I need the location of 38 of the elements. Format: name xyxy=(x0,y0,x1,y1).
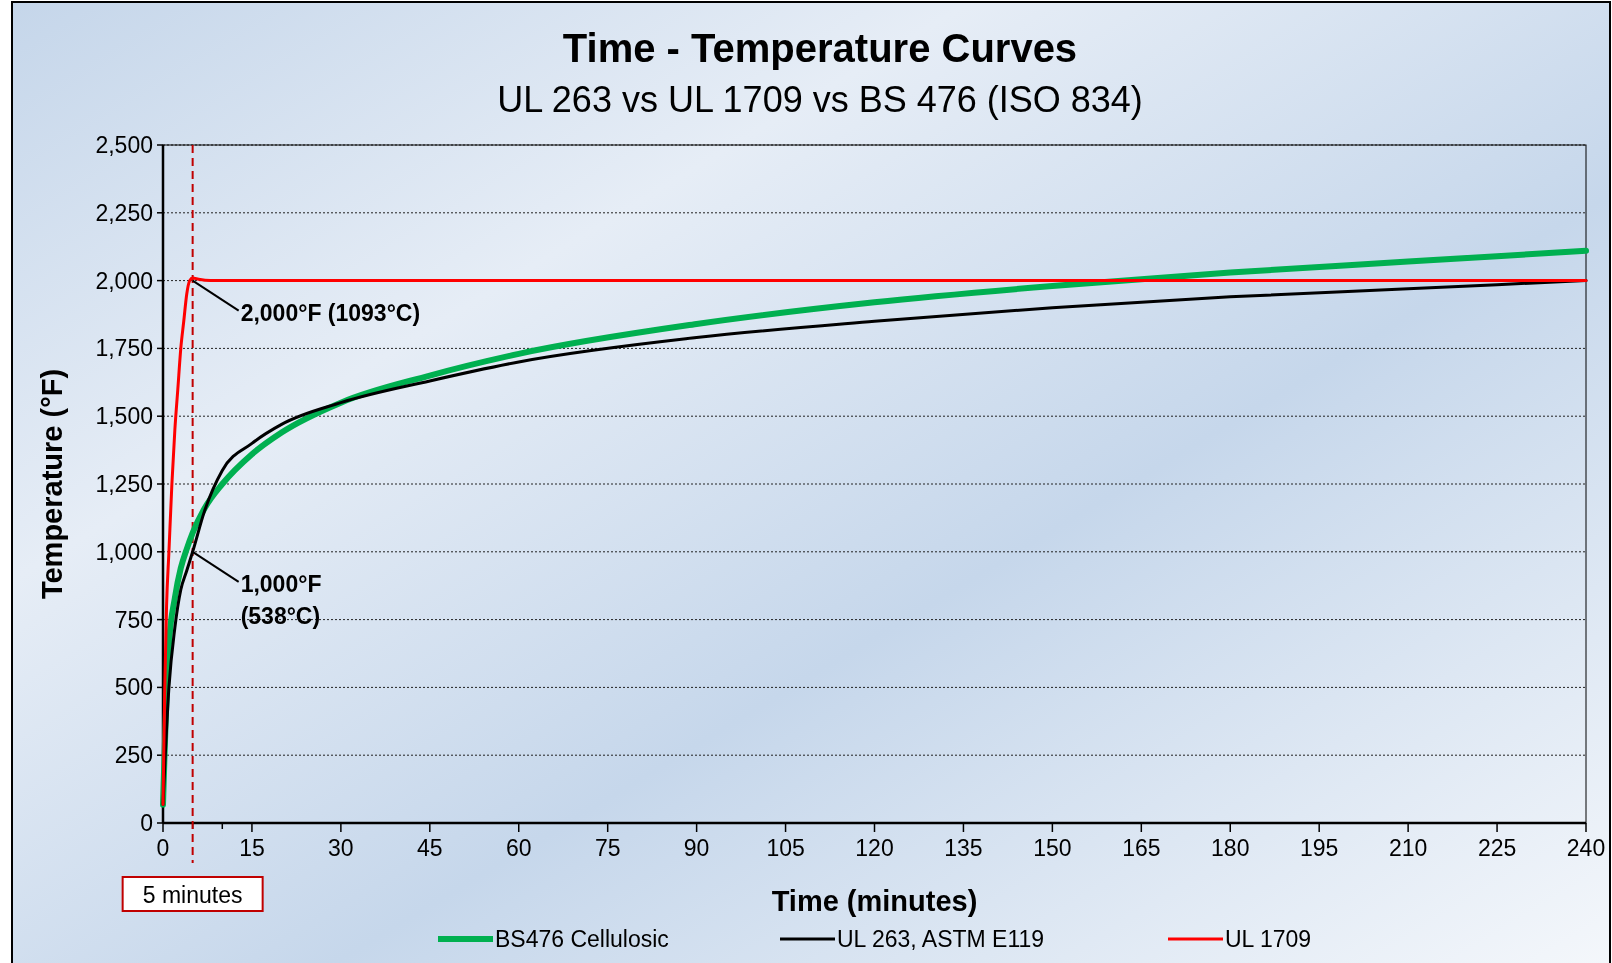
y-tick-label: 2,250 xyxy=(95,199,153,226)
x-tick-label: 180 xyxy=(1211,835,1250,861)
x-tick-label: 225 xyxy=(1477,835,1517,861)
y-tick-label: 1,500 xyxy=(95,403,153,430)
y-axis-title: Temperature (°F) xyxy=(36,368,68,600)
legend-label: BS476 Cellulosic xyxy=(495,926,669,952)
x-tick-label: 105 xyxy=(766,835,805,861)
y-tick-label: 1,000 xyxy=(95,538,153,565)
y-tick-label: 500 xyxy=(114,674,153,701)
ref-line-label: 5 minutes xyxy=(142,882,243,908)
x-tick-label: 75 xyxy=(594,835,621,861)
chart-subtitle: UL 263 vs UL 1709 vs BS 476 (ISO 834) xyxy=(497,79,1143,120)
x-tick-label: 60 xyxy=(505,835,532,861)
y-tick-label: 250 xyxy=(114,742,153,769)
y-tick-label: 2,000 xyxy=(95,267,153,294)
x-tick-label: 210 xyxy=(1388,835,1428,861)
x-tick-label: 165 xyxy=(1122,835,1161,861)
x-tick-label: 120 xyxy=(855,835,894,861)
x-tick-label: 240 xyxy=(1566,835,1606,861)
y-tick-label: 0 xyxy=(140,810,153,837)
legend-label: UL 1709 xyxy=(1225,926,1312,952)
annotation: 1,000°F (538°C) xyxy=(240,570,322,629)
y-tick-label: 750 xyxy=(114,606,153,633)
x-tick-label: 15 xyxy=(239,835,265,861)
x-tick-label: 30 xyxy=(328,835,354,861)
y-tick-label: 2,500 xyxy=(95,132,153,159)
y-tick-label: 1,750 xyxy=(95,335,153,362)
chart-title: Time - Temperature Curves xyxy=(562,26,1078,70)
legend-label: UL 263, ASTM E119 xyxy=(837,926,1045,952)
annotation: 2,000°F (1093°C) xyxy=(240,299,421,326)
y-tick-label: 1,250 xyxy=(95,471,153,498)
x-axis-title: Time (minutes) xyxy=(771,885,978,917)
x-tick-label: 150 xyxy=(1033,835,1072,861)
x-tick-label: 90 xyxy=(683,835,710,861)
x-tick-label: 45 xyxy=(417,835,443,861)
x-tick-label: 135 xyxy=(944,835,983,861)
x-tick-label: 195 xyxy=(1300,835,1339,861)
x-tick-label: 0 xyxy=(156,835,170,861)
